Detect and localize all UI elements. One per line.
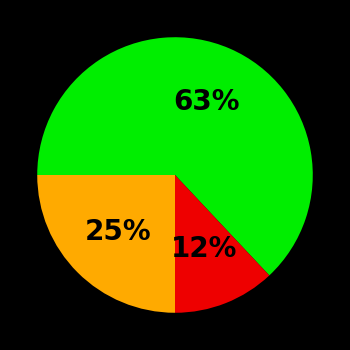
Wedge shape	[37, 37, 313, 275]
Wedge shape	[175, 175, 269, 313]
Wedge shape	[37, 175, 175, 313]
Text: 12%: 12%	[171, 235, 238, 263]
Text: 25%: 25%	[85, 217, 152, 245]
Text: 63%: 63%	[174, 88, 240, 116]
